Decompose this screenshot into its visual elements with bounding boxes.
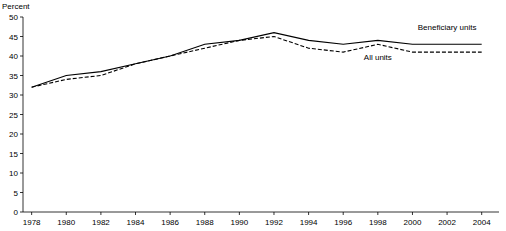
- y-tick-label: 35: [9, 72, 18, 81]
- x-tick: [135, 212, 136, 215]
- y-tick-label: 45: [9, 33, 18, 42]
- y-tick: [20, 56, 23, 57]
- x-tick: [31, 212, 32, 215]
- y-tick-label: 5: [14, 189, 19, 198]
- plot-area: [32, 33, 482, 88]
- series-label: All units: [364, 53, 392, 62]
- y-tick: [20, 153, 23, 154]
- x-tick-label: 2004: [473, 218, 491, 227]
- x-tick-label: 1990: [230, 218, 248, 227]
- x-tick-label: 1978: [23, 218, 41, 227]
- chart: Percent 0 5 10 15 20 25 30 35 40 45 50 1978 1980 1982 1…: [0, 0, 506, 231]
- y-tick: [20, 17, 23, 18]
- x-tick-label: 1992: [265, 218, 283, 227]
- y-tick-label: 20: [9, 130, 18, 139]
- y-tick: [20, 114, 23, 115]
- series-line: [32, 37, 482, 88]
- x-tick-label: 1988: [196, 218, 214, 227]
- x-tick: [204, 212, 205, 215]
- x-tick-label: 1986: [161, 218, 179, 227]
- y-tick-label: 15: [9, 150, 18, 159]
- x-tick-label: 1984: [127, 218, 145, 227]
- x-tick-label: 1994: [300, 218, 318, 227]
- x-tick-label: 2002: [438, 218, 456, 227]
- x-tick-label: 1980: [57, 218, 75, 227]
- x-tick: [273, 212, 274, 215]
- x-tick-label: 2000: [404, 218, 422, 227]
- x-tick-label: 1996: [334, 218, 352, 227]
- y-tick: [20, 173, 23, 174]
- y-tick: [20, 212, 23, 213]
- x-tick: [170, 212, 171, 215]
- y-tick: [20, 75, 23, 76]
- x-tick: [377, 212, 378, 215]
- y-tick-label: 30: [9, 91, 18, 100]
- y-axis-label: Percent: [2, 2, 30, 11]
- x-tick: [447, 212, 448, 215]
- x-tick: [412, 212, 413, 215]
- y-tick: [20, 192, 23, 193]
- series-label: Beneficiary units: [418, 23, 477, 32]
- y-tick: [20, 95, 23, 96]
- series-line: [32, 33, 482, 88]
- x-tick: [66, 212, 67, 215]
- x-tick: [308, 212, 309, 215]
- x-tick: [481, 212, 482, 215]
- y-tick-label: 10: [9, 169, 18, 178]
- x-tick-label: 1998: [369, 218, 387, 227]
- y-tick-label: 40: [9, 52, 18, 61]
- x-tick: [239, 212, 240, 215]
- y-tick-label: 0: [14, 208, 19, 217]
- y-tick-label: 50: [9, 13, 18, 22]
- x-tick: [100, 212, 101, 215]
- y-tick: [20, 36, 23, 37]
- x-axis-line: [23, 212, 499, 213]
- x-tick-label: 1982: [92, 218, 110, 227]
- y-tick-label: 25: [9, 111, 18, 120]
- x-tick: [343, 212, 344, 215]
- y-tick: [20, 134, 23, 135]
